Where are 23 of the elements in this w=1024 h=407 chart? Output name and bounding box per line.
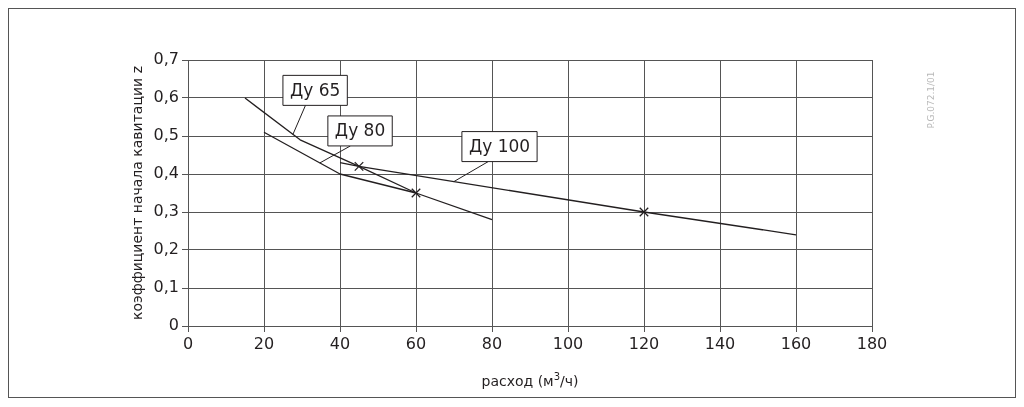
x-tick-label: 60 bbox=[405, 333, 427, 353]
y-tick-label: 0,5 bbox=[153, 125, 179, 145]
series-label: Ду 100 bbox=[468, 136, 531, 157]
y-tick-label: 0,4 bbox=[153, 163, 179, 183]
y-tick-label: 0,7 bbox=[153, 49, 179, 69]
x-tick-label: 0 bbox=[182, 333, 194, 353]
legend-label: Ду 80 bbox=[334, 120, 386, 141]
x-tick-label: 40 bbox=[329, 333, 351, 353]
y-axis-title: коэффициент начала кавитации z bbox=[129, 66, 146, 320]
x-tick-label: 100 bbox=[552, 333, 584, 353]
text: P.G.072.1/01 bbox=[926, 71, 937, 129]
y-tick-label: 0,2 bbox=[153, 239, 179, 259]
y-tick-label: 0 bbox=[168, 315, 179, 335]
y-tick-label: 0,1 bbox=[153, 277, 179, 297]
x-tick-label: 80 bbox=[481, 333, 503, 353]
series-label: Ду 65 bbox=[289, 79, 341, 100]
x-tick-label: 140 bbox=[704, 333, 736, 353]
y-tick-label: 0,6 bbox=[153, 87, 179, 107]
x-tick-label: 160 bbox=[780, 333, 812, 353]
x-tick-label: 120 bbox=[628, 333, 660, 353]
x-tick-label: 180 bbox=[856, 333, 888, 353]
x-tick-label: 20 bbox=[253, 333, 275, 353]
y-tick-label: 0,3 bbox=[153, 201, 179, 221]
